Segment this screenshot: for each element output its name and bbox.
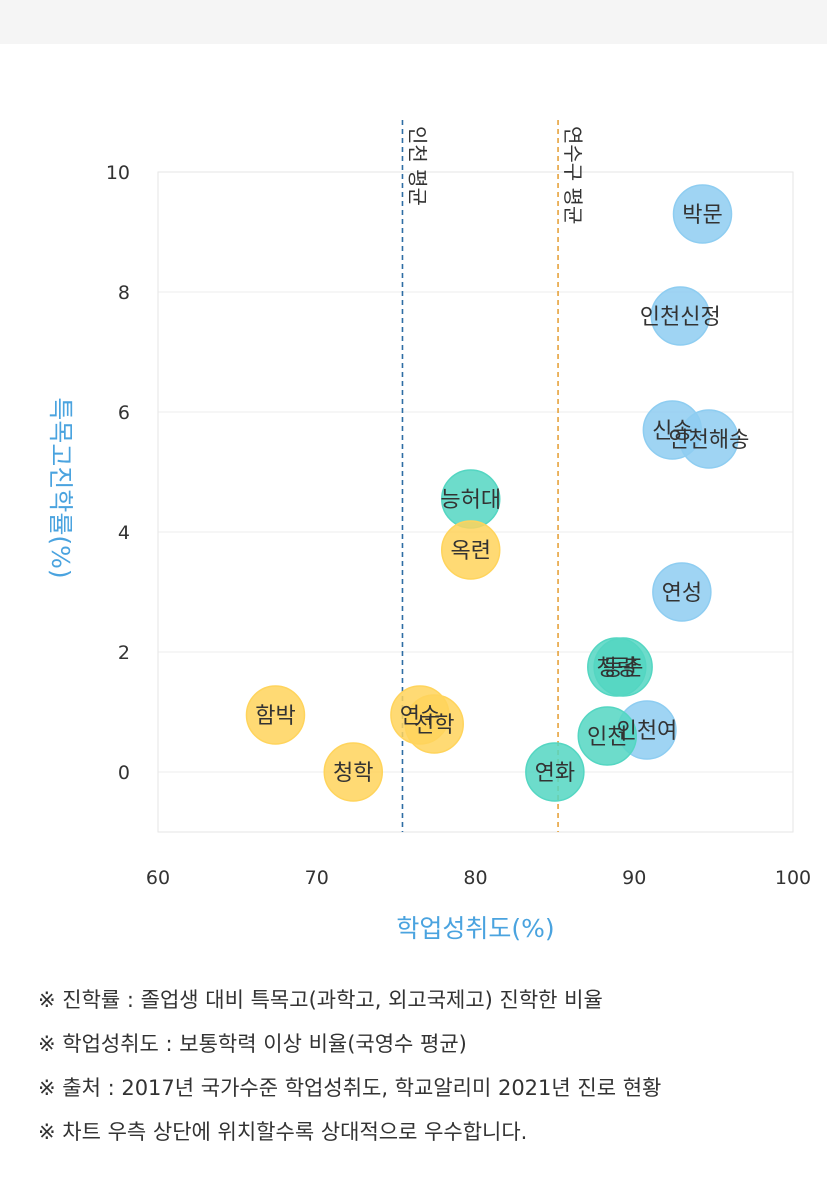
bubble-label: 인천신정	[640, 305, 721, 330]
scatter-chart: 인천 평균 연수구 평균 박문인천신정신송인천해송능허대옥련연성청량동춘인천여인천…	[46, 120, 811, 943]
bubble-label: 청학	[333, 761, 373, 786]
x-axis-title: 학업성취도(%)	[396, 914, 554, 943]
x-tick-label: 90	[622, 867, 646, 889]
bubble-label: 함박	[255, 704, 295, 729]
bubble-label: 박문	[682, 203, 722, 228]
y-tick-label: 0	[118, 762, 130, 784]
bubble-label: 선학	[414, 713, 454, 738]
footnote-rate: ※ 진학률 : 졸업생 대비 특목고(과학고, 외고국제고) 진학한 비율	[38, 988, 603, 1012]
footnote-interpretation: ※ 차트 우측 상단에 위치할수록 상대적으로 우수합니다.	[38, 1120, 528, 1144]
bubble-label: 연성	[662, 581, 702, 606]
bubble-label: 연화	[535, 761, 575, 786]
reference-line-label: 인천 평균	[405, 126, 429, 206]
bubble-label: 동춘	[603, 656, 643, 681]
bubble-label: 신송	[652, 419, 692, 444]
footnote-source: ※ 출처 : 2017년 국가수준 학업성취도, 학교알리미 2021년 진로 …	[38, 1076, 662, 1100]
bubble-label: 청량	[597, 656, 637, 681]
bubble-point[interactable]	[440, 520, 501, 580]
y-tick-label: 4	[118, 522, 130, 544]
reference-lines: 인천 평균 연수구 평균	[401, 120, 585, 832]
bubble-label: 인천	[587, 725, 627, 750]
footnotes: ※ 진학률 : 졸업생 대비 특목고(과학고, 외고국제고) 진학한 비율 ※ …	[38, 978, 661, 1154]
x-tick-label: 100	[775, 867, 811, 889]
bubble-point[interactable]	[679, 409, 739, 469]
bubble-point[interactable]	[672, 184, 733, 244]
x-tick-label: 60	[146, 867, 170, 889]
bubble-point[interactable]	[650, 286, 711, 346]
y-axis-title: 특목고진학률(%)	[46, 397, 75, 578]
y-tick-label: 6	[118, 402, 130, 424]
y-tick-label: 2	[118, 642, 130, 664]
bubble-label: 인천해송	[668, 428, 749, 453]
bubble-label: 인천여	[617, 719, 678, 744]
y-axis-ticks: 0 2 4 6 8 10	[106, 162, 130, 784]
bubble-point[interactable]	[577, 706, 638, 766]
bubble-point[interactable]	[525, 742, 585, 802]
x-axis-ticks: 60 70 80 90 100	[146, 867, 811, 889]
bubble-point[interactable]	[652, 562, 712, 622]
plot-area	[157, 171, 794, 833]
bubble-label: 옥련	[450, 539, 490, 564]
bubble-point[interactable]	[323, 742, 384, 802]
y-tick-label: 10	[106, 162, 130, 184]
top-bar	[0, 0, 827, 44]
bubble-label: 능허대	[440, 488, 501, 513]
bubble-label: 연수	[400, 704, 440, 729]
x-tick-label: 80	[463, 867, 487, 889]
bubble-point[interactable]	[245, 685, 306, 745]
x-tick-label: 70	[305, 867, 329, 889]
bubble-point[interactable]	[593, 637, 653, 697]
bubble-point[interactable]	[404, 694, 464, 754]
reference-line-label: 연수구 평균	[561, 126, 585, 224]
bubbles	[245, 184, 739, 802]
footnote-achievement: ※ 학업성취도 : 보통학력 이상 비율(국영수 평균)	[38, 1032, 467, 1056]
y-tick-label: 8	[118, 282, 130, 304]
